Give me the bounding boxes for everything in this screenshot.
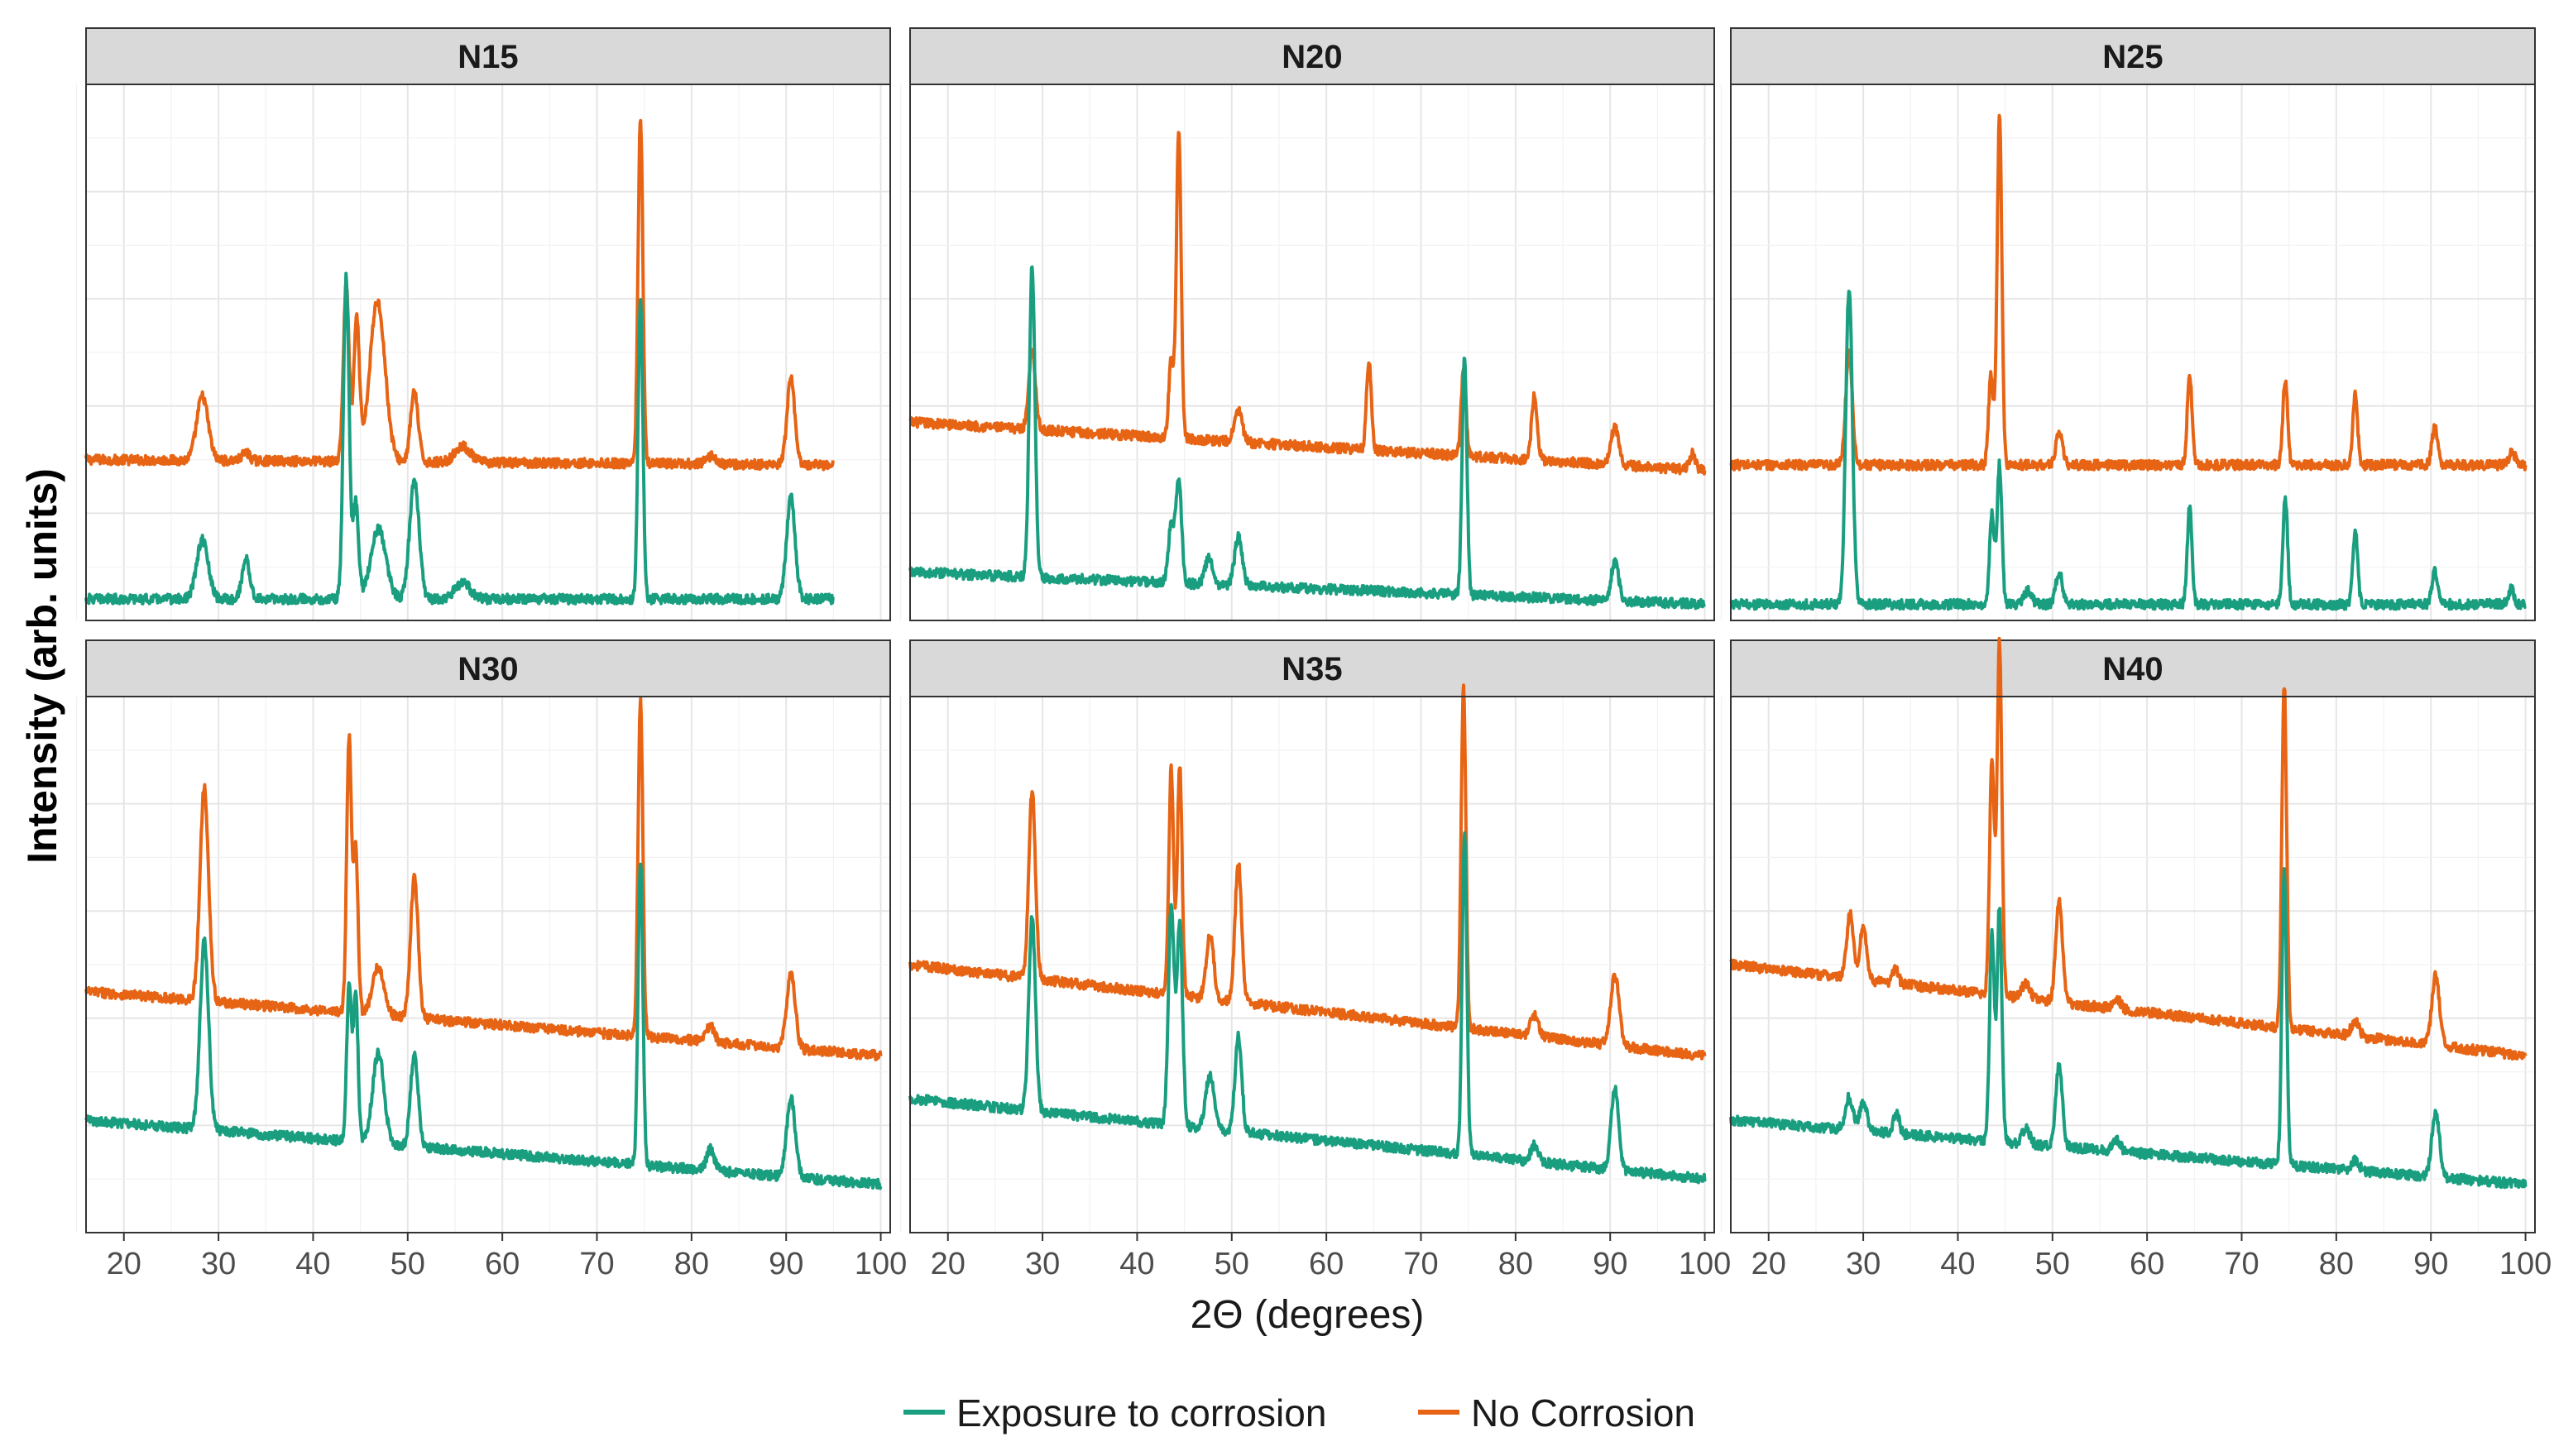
panel-n15: N15 — [75, 27, 891, 621]
x-tick-label: 100 — [2499, 1247, 2552, 1281]
series-line-nocorrosion — [1729, 113, 2528, 472]
panel-n25: N25 — [1720, 27, 2536, 621]
x-tick-label: 40 — [1119, 1247, 1154, 1281]
series-line-exposure — [908, 831, 1707, 1185]
x-tick-label: 70 — [2224, 1247, 2259, 1281]
x-tick-label: 60 — [485, 1247, 520, 1281]
x-tick-label: 40 — [1940, 1247, 1975, 1281]
x-tick-label: 30 — [1025, 1247, 1060, 1281]
series-line-exposure — [84, 862, 883, 1190]
facet-strip — [909, 27, 1715, 85]
y-axis-label: Intensity (arb. units) — [19, 468, 65, 864]
x-tick-label: 80 — [2319, 1247, 2354, 1281]
facet-strip — [85, 639, 891, 697]
series-line-nocorrosion — [908, 683, 1707, 1061]
series-line-exposure — [908, 265, 1707, 611]
series-line-nocorrosion — [84, 118, 835, 472]
panel-border — [85, 696, 891, 1233]
x-tick-label: 50 — [391, 1247, 425, 1281]
panel-n30: N30 20 30 40 50 60 70 80 90 100 — [75, 639, 907, 1281]
facet-panels: N15 N20 N25 N30 20 30 40 50 60 70 80 90 100 N35 20 30 40… — [75, 27, 2552, 1281]
x-tick-label: 40 — [295, 1247, 330, 1281]
panel-border — [909, 696, 1715, 1233]
series-line-exposure — [84, 271, 835, 606]
gridlines — [1720, 697, 2535, 1233]
facet-strip-label: N20 — [1282, 39, 1342, 75]
panel-n40: N40 20 30 40 50 60 70 80 90 100 — [1720, 636, 2552, 1281]
x-tick-label: 60 — [2130, 1247, 2164, 1281]
facet-strip — [85, 27, 891, 85]
x-tick-label: 50 — [1215, 1247, 1249, 1281]
series-line-exposure — [1729, 290, 2527, 611]
x-tick-label: 50 — [2035, 1247, 2070, 1281]
legend: Exposure to corrosion No Corrosion — [903, 1391, 1695, 1434]
series-line-exposure — [1729, 867, 2528, 1190]
x-tick-label: 20 — [931, 1247, 966, 1281]
panel-border — [85, 84, 891, 621]
x-tick-label: 70 — [579, 1247, 614, 1281]
x-tick-label: 70 — [1403, 1247, 1438, 1281]
legend-label-exposure: Exposure to corrosion — [956, 1391, 1326, 1434]
x-tick-label: 80 — [1498, 1247, 1533, 1281]
legend-label-nocorrosion: No Corrosion — [1471, 1391, 1695, 1434]
x-tick-label: 100 — [1679, 1247, 1731, 1281]
panel-n35: N35 20 30 40 50 60 70 80 90 100 — [899, 639, 1731, 1281]
facet-strip-label: N35 — [1282, 651, 1342, 687]
x-tick-label: 60 — [1309, 1247, 1344, 1281]
facet-strip — [909, 639, 1715, 697]
x-tick-label: 90 — [1593, 1247, 1627, 1281]
series-line-nocorrosion — [84, 697, 883, 1061]
x-tick-label: 100 — [855, 1247, 907, 1281]
x-tick-label: 90 — [769, 1247, 803, 1281]
x-tick-label: 80 — [674, 1247, 709, 1281]
panel-border — [1730, 696, 2536, 1233]
x-tick-label: 20 — [1751, 1247, 1786, 1281]
x-tick-label: 30 — [1846, 1247, 1881, 1281]
panel-n20: N20 — [899, 27, 1715, 621]
facet-strip-label: N15 — [458, 39, 518, 75]
facet-strip — [1730, 27, 2536, 85]
panel-border — [909, 84, 1715, 621]
x-tick-label: 30 — [201, 1247, 236, 1281]
x-tick-label: 20 — [107, 1247, 141, 1281]
facet-strip-label: N25 — [2102, 39, 2163, 75]
series-line-nocorrosion — [908, 131, 1707, 476]
facet-strip-label: N30 — [458, 651, 518, 687]
x-tick-label: 90 — [2413, 1247, 2448, 1281]
panel-border — [1730, 84, 2536, 621]
facet-strip-label: N40 — [2102, 651, 2163, 687]
series-line-nocorrosion — [1729, 636, 2528, 1061]
x-axis-label: 2Θ (degrees) — [1191, 1293, 1425, 1337]
